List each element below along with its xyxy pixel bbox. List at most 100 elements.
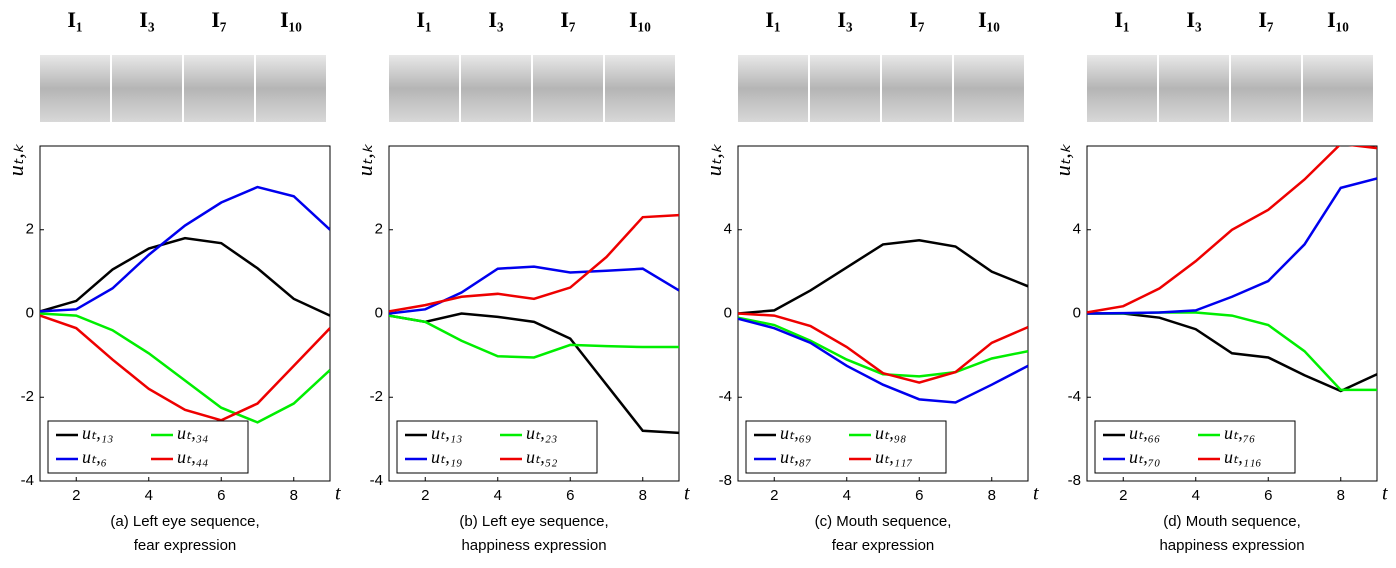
legend-label: uₜ,₇₀ bbox=[1129, 447, 1160, 467]
legend-label: uₜ,₂₃ bbox=[526, 423, 557, 443]
x-tick-label: 6 bbox=[1264, 487, 1272, 504]
x-tick-label: 4 bbox=[494, 487, 502, 504]
frame-image bbox=[1087, 55, 1157, 122]
frame-image bbox=[389, 55, 459, 122]
x-tick-label: 2 bbox=[770, 487, 778, 504]
frame-label: I₁ bbox=[765, 7, 780, 32]
frame-label: I₃ bbox=[837, 7, 853, 32]
legend-label: uₜ,₁₃ bbox=[431, 423, 462, 443]
legend-box bbox=[47, 420, 249, 474]
x-tick-label: 8 bbox=[290, 487, 298, 504]
x-tick-label: 2 bbox=[72, 487, 80, 504]
legend-label: uₜ,₆₆ bbox=[1129, 423, 1160, 443]
y-tick-label: 0 bbox=[26, 304, 34, 321]
series-line bbox=[40, 314, 330, 422]
x-tick-label: 4 bbox=[843, 487, 851, 504]
legend-label: uₜ,₄₄ bbox=[177, 447, 208, 467]
series-line bbox=[40, 236, 330, 317]
caption: (b) Left eye sequence, bbox=[459, 513, 608, 530]
series-line bbox=[40, 185, 330, 313]
x-axis-label: t bbox=[1033, 483, 1039, 505]
legend-label: uₜ,₅₂ bbox=[526, 447, 557, 467]
y-tick-label: 0 bbox=[724, 304, 732, 321]
caption: fear expression bbox=[134, 537, 237, 554]
x-axis-label: t bbox=[335, 483, 341, 505]
legend-box bbox=[1094, 420, 1296, 474]
y-axis-label: uₜ,ₖ bbox=[352, 143, 377, 176]
frame-image bbox=[1303, 55, 1373, 122]
caption: (a) Left eye sequence, bbox=[110, 513, 259, 530]
frame-image bbox=[1159, 55, 1229, 122]
legend-label: uₜ,₁₁₆ bbox=[1224, 447, 1262, 467]
y-tick-label: -2 bbox=[21, 388, 34, 405]
y-tick-label: -8 bbox=[1068, 472, 1081, 489]
legend-label: uₜ,₁₁₇ bbox=[875, 447, 913, 467]
frame-label: I₇ bbox=[560, 7, 576, 32]
frame-label: I₁ bbox=[1114, 7, 1129, 32]
x-tick-label: 8 bbox=[988, 487, 996, 504]
frame-image bbox=[40, 55, 110, 122]
frame-label: I₃ bbox=[139, 7, 155, 32]
legend-label: uₜ,₉₈ bbox=[875, 423, 906, 443]
frame-image bbox=[954, 55, 1024, 122]
y-tick-label: -2 bbox=[370, 388, 383, 405]
frame-image bbox=[533, 55, 603, 122]
x-tick-label: 8 bbox=[639, 487, 647, 504]
series-line bbox=[40, 312, 330, 424]
caption: happiness expression bbox=[461, 537, 606, 554]
legend-label: uₜ,₁₃ bbox=[82, 423, 113, 443]
y-tick-label: 0 bbox=[1073, 304, 1081, 321]
y-axis-label: uₜ,ₖ bbox=[701, 143, 726, 176]
frame-image bbox=[184, 55, 254, 122]
x-tick-label: 6 bbox=[217, 487, 225, 504]
legend-label: uₜ,₇₆ bbox=[1224, 423, 1255, 443]
series-line bbox=[1087, 146, 1377, 314]
caption: (c) Mouth sequence, bbox=[815, 513, 952, 530]
legend-label: uₜ,₁₉ bbox=[431, 447, 462, 467]
frame-label: I₁₀ bbox=[629, 7, 651, 32]
series-line bbox=[738, 238, 1028, 315]
x-tick-label: 6 bbox=[566, 487, 574, 504]
series-line bbox=[1087, 177, 1377, 315]
y-tick-label: -8 bbox=[719, 472, 732, 489]
y-tick-label: -4 bbox=[21, 472, 34, 489]
y-axis-label: uₜ,ₖ bbox=[1050, 143, 1075, 176]
frame-label: I₇ bbox=[1258, 7, 1274, 32]
frame-label: I₃ bbox=[1186, 7, 1202, 32]
legend-label: uₜ,₆ bbox=[82, 447, 107, 467]
legend-label: uₜ,₈₇ bbox=[780, 447, 811, 467]
frame-image bbox=[461, 55, 531, 122]
frame-label: I₇ bbox=[909, 7, 925, 32]
y-tick-label: -4 bbox=[719, 388, 732, 405]
x-axis-label: t bbox=[684, 483, 690, 505]
legend-label: uₜ,₃₄ bbox=[177, 423, 208, 443]
series-line bbox=[738, 312, 1028, 384]
frame-label: I₁₀ bbox=[1327, 7, 1349, 32]
frame-label: I₁₀ bbox=[280, 7, 302, 32]
frame-label: I₁₀ bbox=[978, 7, 1000, 32]
x-axis-label: t bbox=[1382, 483, 1388, 505]
frame-label: I₁ bbox=[67, 7, 82, 32]
legend-box bbox=[396, 420, 598, 474]
frame-image bbox=[605, 55, 675, 122]
legend-box bbox=[745, 420, 947, 474]
y-tick-label: 4 bbox=[724, 221, 732, 238]
y-axis-label: uₜ,ₖ bbox=[3, 143, 28, 176]
y-tick-label: 2 bbox=[26, 221, 34, 238]
frame-label: I₃ bbox=[488, 7, 504, 32]
y-tick-label: 2 bbox=[375, 221, 383, 238]
caption: happiness expression bbox=[1159, 537, 1304, 554]
frame-image bbox=[738, 55, 808, 122]
x-tick-label: 6 bbox=[915, 487, 923, 504]
series-line bbox=[738, 317, 1028, 404]
legend-label: uₜ,₆₉ bbox=[780, 423, 811, 443]
y-tick-label: 0 bbox=[375, 304, 383, 321]
x-tick-label: 2 bbox=[1119, 487, 1127, 504]
x-tick-label: 4 bbox=[145, 487, 153, 504]
frame-label: I₇ bbox=[211, 7, 227, 32]
series-line bbox=[389, 312, 679, 435]
frame-label: I₁ bbox=[416, 7, 431, 32]
caption: (d) Mouth sequence, bbox=[1163, 513, 1301, 530]
x-tick-label: 2 bbox=[421, 487, 429, 504]
